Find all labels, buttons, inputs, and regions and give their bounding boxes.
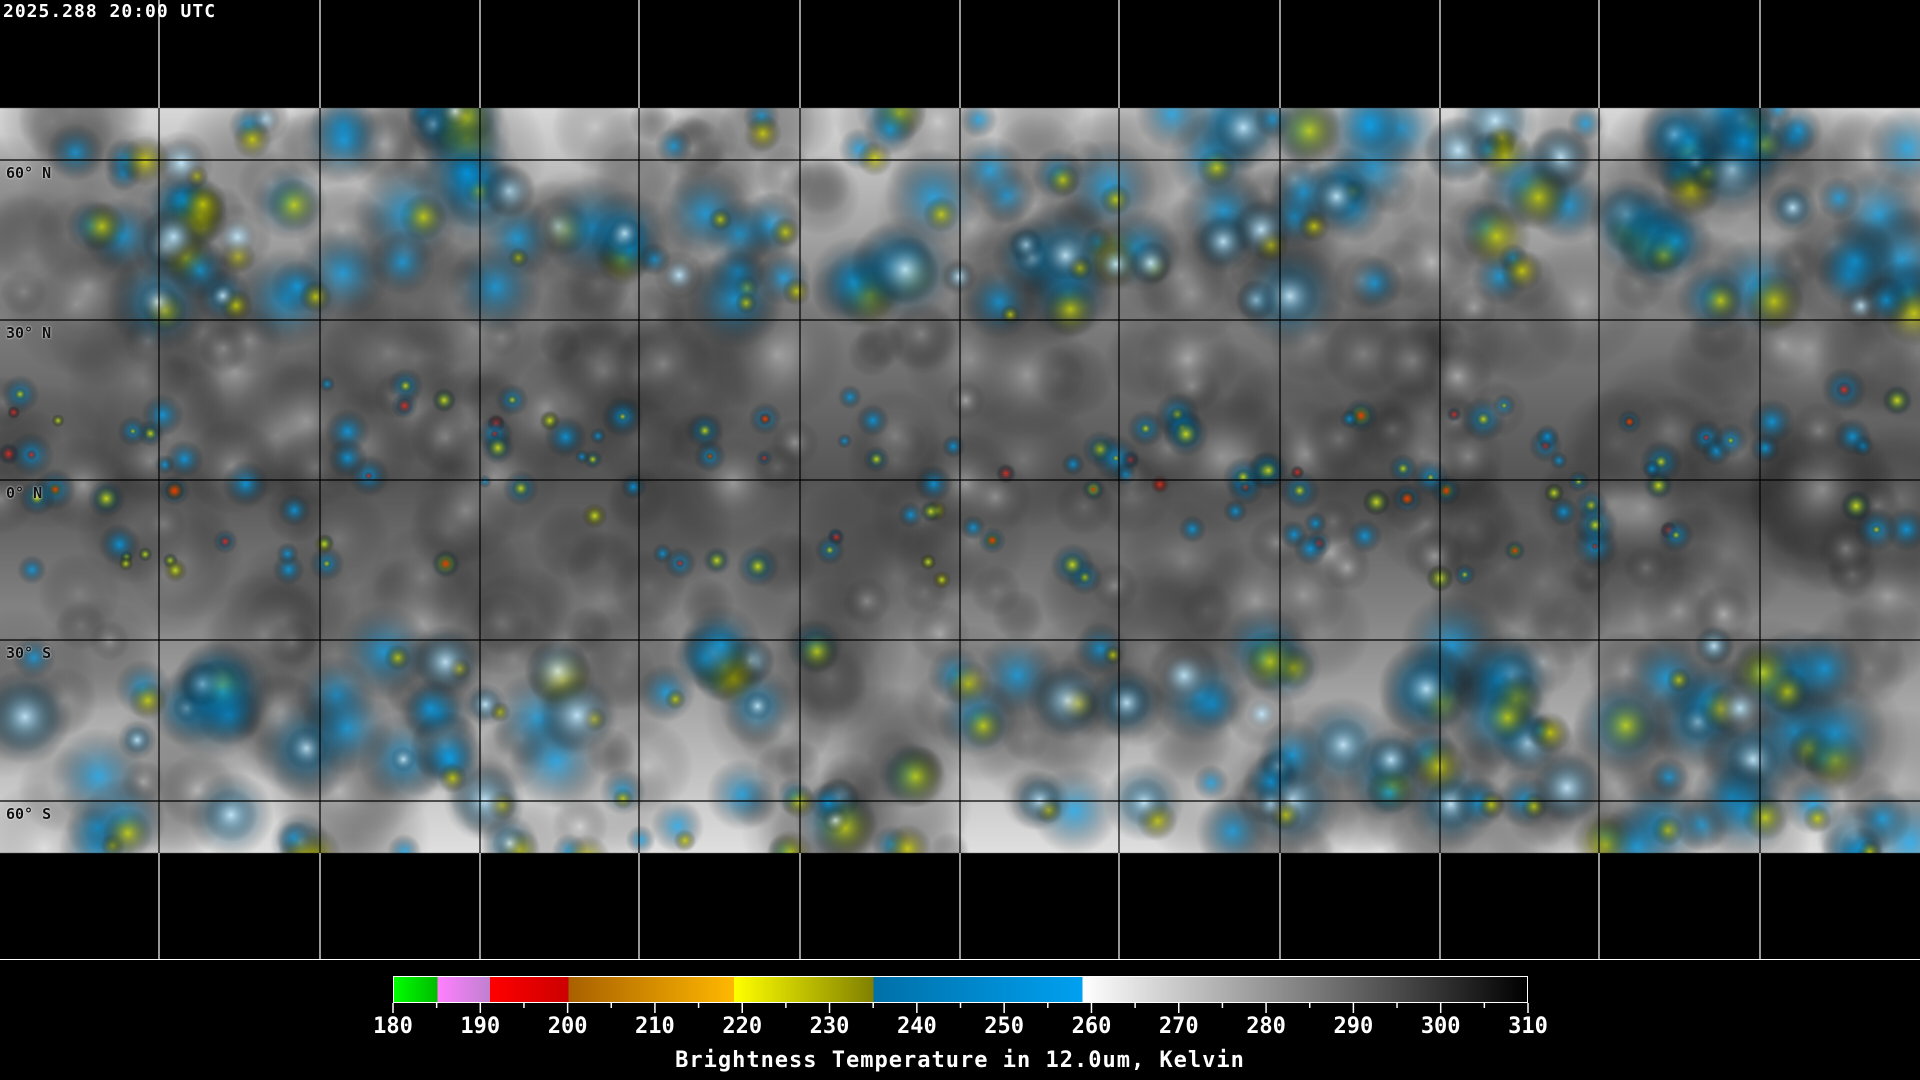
color-scale-tick-label: 210: [635, 1014, 675, 1039]
satellite-map: 2025.288 20:00 UTC 60° N 30° N 0° N 30° …: [0, 0, 1920, 960]
lat-label-60n: 60° N: [6, 164, 52, 182]
color-scale-tick-label: 290: [1333, 1014, 1374, 1039]
lat-label-60s: 60° S: [6, 805, 52, 823]
color-scale-tick-label: 220: [722, 1014, 763, 1039]
color-scale-tick-label: 310: [1508, 1014, 1548, 1039]
color-scale-tick-label: 260: [1071, 1014, 1112, 1039]
color-scale-tick-label: 270: [1158, 1014, 1199, 1039]
timestamp-label: 2025.288 20:00 UTC: [3, 1, 217, 22]
lat-lon-grid: [158, 0, 1761, 959]
color-scale-bar: [393, 976, 1528, 1003]
color-scale-tick-label: 200: [547, 1014, 588, 1039]
color-scale-tick-label: 240: [896, 1014, 937, 1039]
color-scale-title: Brightness Temperature in 12.0um, Kelvin: [675, 1048, 1245, 1073]
lat-label-30n: 30° N: [6, 324, 52, 342]
color-scale-tick-label: 180: [373, 1014, 413, 1039]
lat-label-0n: 0° N: [6, 484, 43, 502]
color-scale-tick-label: 190: [460, 1014, 501, 1039]
color-scale-tick-label: 300: [1420, 1014, 1461, 1039]
color-scale-tick-label: 250: [984, 1014, 1025, 1039]
color-scale-tick-label: 230: [809, 1014, 850, 1039]
lat-label-30s: 30° S: [6, 644, 52, 662]
color-scale-tick-label: 280: [1246, 1014, 1286, 1039]
